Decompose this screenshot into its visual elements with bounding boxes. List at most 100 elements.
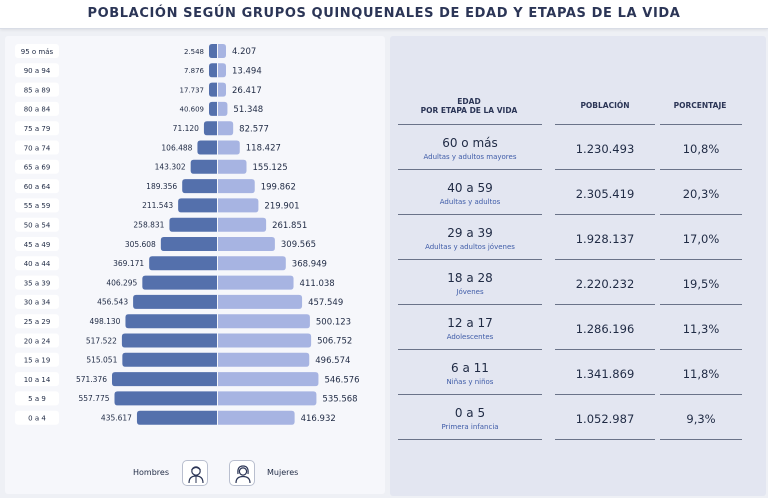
- value-label-mujeres: 309.565: [281, 240, 316, 250]
- row-age-range: 12 a 17: [447, 316, 493, 330]
- bar-hombres: [209, 82, 217, 97]
- age-group-label: 25 a 29: [24, 318, 51, 326]
- value-label-mujeres: 506.752: [317, 337, 352, 347]
- bar-mujeres: [218, 101, 228, 116]
- header-rule-edad: [398, 124, 542, 125]
- woman-icon: [229, 460, 255, 486]
- value-label-mujeres: 411.038: [300, 279, 335, 289]
- bar-hombres: [209, 44, 217, 58]
- row-rule: [398, 394, 542, 395]
- value-label-mujeres: 4.207: [232, 47, 256, 57]
- bar-hombres: [136, 410, 217, 425]
- row-percentage: 20,3%: [682, 187, 720, 201]
- table-panel: EDAD POR ETAPA DE LA VIDA POBLACIÓN PORC…: [390, 36, 766, 496]
- age-label-bg: [15, 391, 59, 406]
- bar-mujeres: [218, 198, 259, 213]
- row-rule: [555, 394, 655, 395]
- row-percentage: 10,8%: [682, 142, 720, 156]
- age-label-bg: [15, 179, 59, 194]
- value-label-hombres: 211.543: [142, 201, 173, 210]
- row-age-range: 29 a 39: [447, 226, 493, 240]
- value-label-hombres: 143.302: [155, 163, 186, 172]
- row-percentage: 9,3%: [686, 412, 716, 426]
- bar-mujeres: [218, 237, 275, 251]
- age-group-label: 10 a 14: [24, 376, 51, 384]
- age-group-label: 0 a 4: [28, 415, 46, 423]
- age-group-label: 15 a 19: [24, 357, 51, 365]
- bar-hombres: [169, 217, 217, 232]
- age-label-bg: [15, 140, 59, 155]
- value-label-hombres: 406.295: [106, 278, 137, 287]
- age-label-bg: [15, 410, 59, 425]
- value-label-hombres: 517.522: [86, 336, 117, 345]
- row-rule: [398, 349, 542, 350]
- row-percentage: 11,3%: [682, 322, 720, 336]
- value-label-hombres: 435.617: [101, 414, 132, 423]
- bar-mujeres: [218, 391, 317, 406]
- row-rule: [660, 439, 742, 440]
- age-group-label: 50 a 54: [24, 222, 51, 230]
- row-rule: [398, 439, 542, 440]
- value-label-mujeres: 13.494: [232, 67, 262, 77]
- value-label-mujeres: 118.427: [246, 144, 281, 154]
- bar-mujeres: [218, 275, 294, 290]
- age-label-bg: [15, 333, 59, 348]
- row-age-range: 18 a 28: [447, 271, 493, 285]
- row-population: 1.286.196: [575, 322, 635, 336]
- age-label-bg: [15, 121, 59, 136]
- bar-hombres: [203, 121, 217, 136]
- age-group-label: 70 a 74: [24, 144, 51, 152]
- value-label-mujeres: 155.125: [253, 163, 288, 173]
- row-population: 1.928.137: [575, 232, 635, 246]
- age-label-bg: [15, 82, 59, 97]
- value-label-mujeres: 496.574: [315, 356, 350, 366]
- value-label-hombres: 17.737: [180, 86, 205, 94]
- bar-hombres: [133, 294, 217, 309]
- age-group-label: 65 a 69: [24, 164, 51, 172]
- row-rule: [555, 439, 655, 440]
- bar-hombres: [209, 101, 217, 116]
- bar-mujeres: [218, 352, 310, 367]
- bar-mujeres: [218, 44, 226, 58]
- age-group-label: 55 a 59: [24, 202, 51, 210]
- value-label-hombres: 71.120: [173, 124, 199, 133]
- value-label-mujeres: 51.348: [233, 105, 263, 115]
- bar-hombres: [190, 159, 217, 174]
- header-rule-porcentaje: [660, 124, 742, 125]
- bar-mujeres: [218, 140, 240, 155]
- row-life-stage: Adultas y adultos: [439, 198, 501, 206]
- value-label-hombres: 189.356: [146, 182, 177, 191]
- bar-hombres: [112, 372, 217, 387]
- row-rule: [398, 169, 542, 170]
- value-label-hombres: 369.171: [113, 259, 144, 268]
- value-label-mujeres: 500.123: [316, 317, 351, 327]
- age-group-label: 75 a 79: [24, 125, 51, 133]
- value-label-mujeres: 219.901: [264, 202, 299, 212]
- bar-hombres: [178, 198, 217, 213]
- population-pyramid-chart: 95 o más 2.548 4.207 90 a 94 7.876 13.494 85 a…: [15, 44, 360, 425]
- value-label-hombres: 40.609: [180, 106, 205, 114]
- age-label-bg: [15, 294, 59, 309]
- row-rule: [660, 304, 742, 305]
- bar-hombres: [197, 140, 217, 155]
- value-label-mujeres: 416.932: [301, 414, 336, 424]
- row-rule: [660, 214, 742, 215]
- row-population: 2.220.232: [575, 277, 635, 291]
- bar-hombres: [121, 333, 217, 348]
- value-label-hombres: 571.376: [76, 375, 107, 384]
- age-label-bg: [15, 314, 59, 329]
- age-label-bg: [15, 101, 59, 116]
- row-population: 1.052.987: [575, 412, 635, 426]
- bar-hombres: [125, 314, 217, 329]
- row-life-stage: Primera infancia: [441, 423, 499, 431]
- header-poblacion: POBLACIÓN: [580, 101, 630, 110]
- age-label-bg: [15, 159, 59, 174]
- value-label-hombres: 456.543: [97, 298, 128, 307]
- bar-hombres: [142, 275, 217, 290]
- legend-label-hombres: Hombres: [133, 468, 169, 477]
- title-bar: POBLACIÓN SEGÚN GRUPOS QUINQUENALES DE E…: [0, 0, 768, 29]
- age-label-bg: [15, 217, 59, 232]
- value-label-mujeres: 199.862: [261, 182, 296, 192]
- bar-mujeres: [218, 333, 312, 348]
- row-population: 2.305.419: [575, 187, 635, 201]
